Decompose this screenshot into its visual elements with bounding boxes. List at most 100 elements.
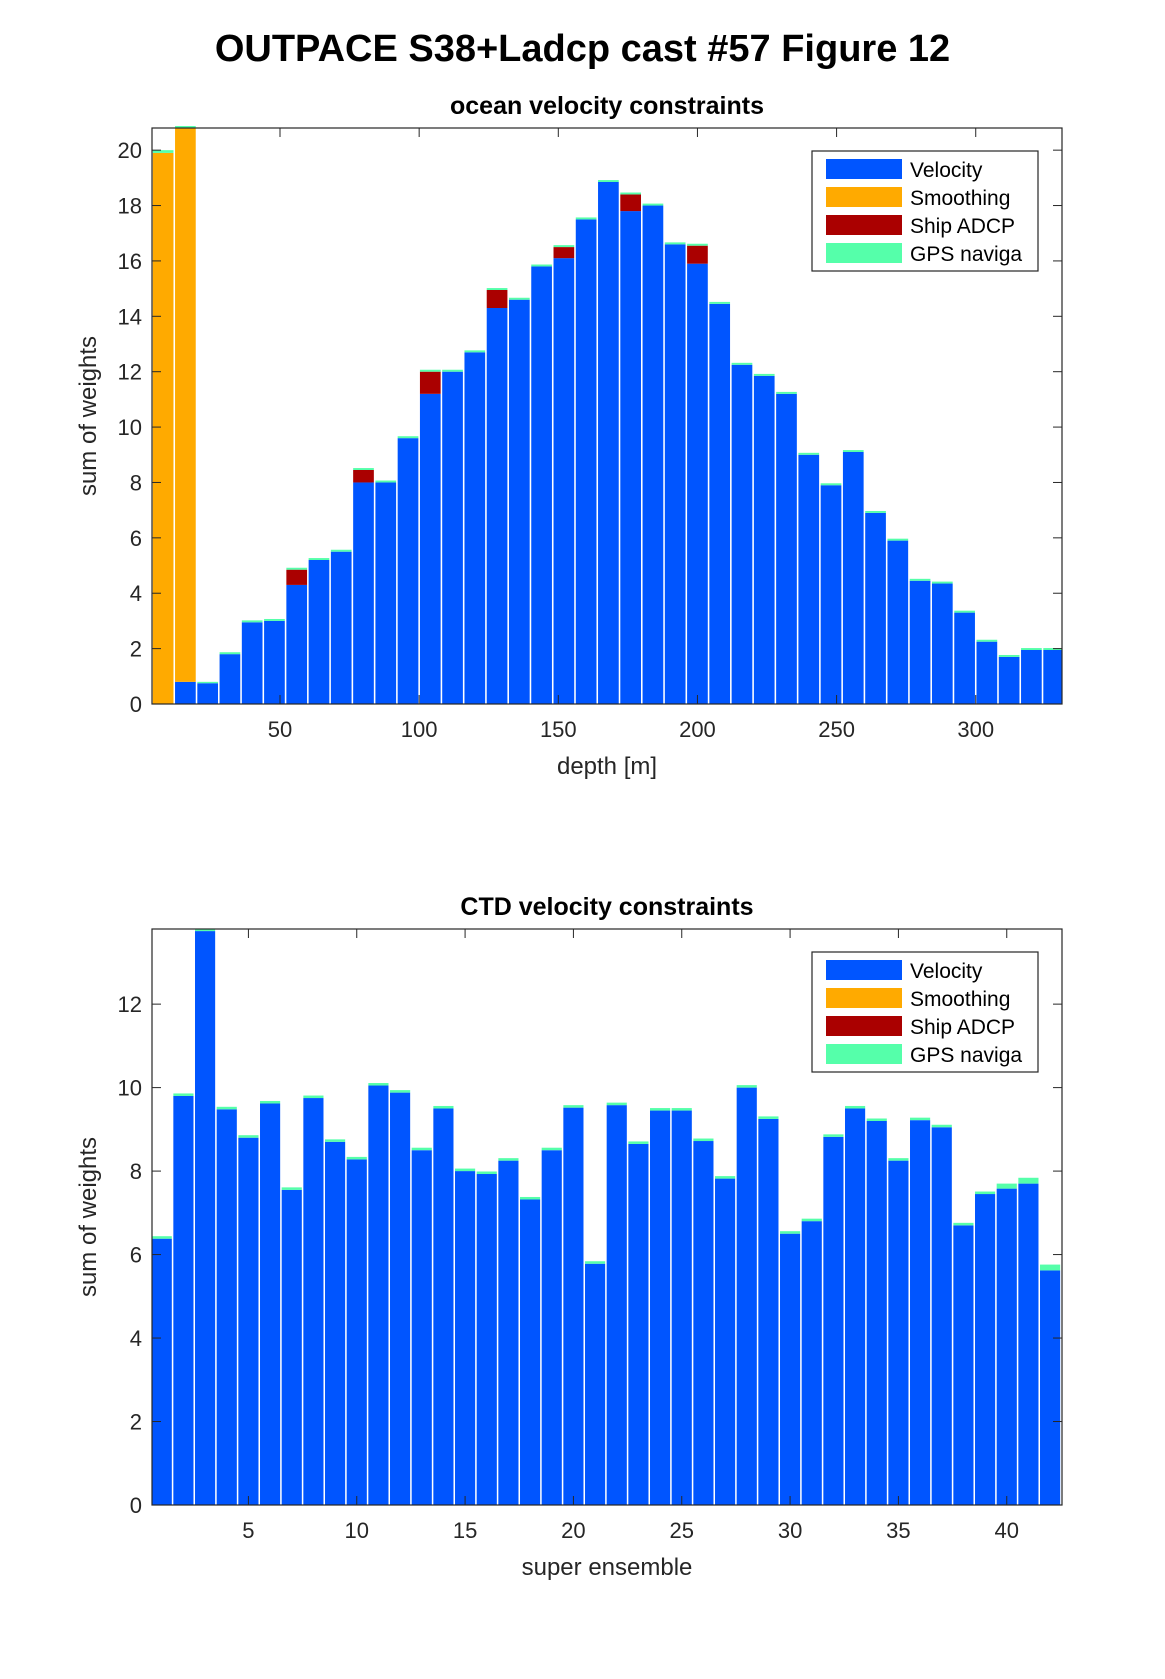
chart0-x-tick-label: 300 <box>957 717 994 742</box>
legend-label-gps-naviga: GPS naviga <box>910 1044 1022 1067</box>
bar-velocity-17 <box>498 1160 519 1505</box>
bar-gps-naviga-1 <box>152 150 174 153</box>
bar-velocity-40 <box>1021 650 1042 704</box>
legend-swatch-velocity <box>826 960 902 980</box>
bar-gps-naviga-37 <box>954 610 975 613</box>
bar-gps-naviga-22 <box>620 192 641 195</box>
bar-velocity-6 <box>260 1103 281 1505</box>
bar-velocity-15 <box>455 1171 476 1505</box>
chart0-x-tick-label: 250 <box>818 717 855 742</box>
bar-gps-naviga-7 <box>281 1187 302 1190</box>
bar-gps-naviga-18 <box>531 264 552 267</box>
bar-gps-naviga-35 <box>909 578 931 581</box>
bar-velocity-4 <box>216 1109 237 1505</box>
bar-gps-naviga-11 <box>375 480 397 483</box>
chart1-x-tick-label: 40 <box>995 1518 1019 1543</box>
chart1-x-tick-label: 15 <box>453 1518 477 1543</box>
bar-velocity-28 <box>736 1087 757 1505</box>
legend-label-smoothing: Smoothing <box>910 988 1010 1011</box>
bar-velocity-14 <box>433 1108 454 1505</box>
bar-velocity-2 <box>173 1095 194 1505</box>
bar-gps-naviga-18 <box>520 1196 541 1200</box>
chart0-y-tick-label: 20 <box>118 138 142 163</box>
chart1-x-tick-label: 30 <box>778 1518 802 1543</box>
bar-gps-naviga-31 <box>820 483 842 486</box>
bar-velocity-19 <box>541 1150 562 1505</box>
bar-smoothing-2 <box>175 128 196 682</box>
bar-gps-naviga-39 <box>975 1191 996 1195</box>
legend-label-velocity: Velocity <box>910 960 983 983</box>
bar-velocity-23 <box>628 1143 649 1505</box>
bar-velocity-27 <box>715 1178 736 1505</box>
chart1-y-tick-label: 0 <box>130 1493 142 1518</box>
bar-velocity-24 <box>664 244 686 704</box>
bar-velocity-32 <box>823 1136 844 1505</box>
ocean-velocity-chart: 50 100 150 200 250 300 0 2 4 6 8 10 12 14 16 18 20 ocean … <box>75 92 1063 780</box>
bar-gps-naviga-22 <box>606 1102 627 1106</box>
bar-gps-naviga-23 <box>628 1141 649 1144</box>
bar-gps-naviga-38 <box>976 639 998 642</box>
bar-velocity-20 <box>563 1107 584 1505</box>
chart0-y-tick-label: 10 <box>118 415 142 440</box>
chart1-y-tick-label: 8 <box>130 1159 142 1184</box>
bar-velocity-37 <box>931 1127 952 1505</box>
bar-gps-naviga-9 <box>325 1139 346 1142</box>
bar-ship-adcp-19 <box>553 247 575 259</box>
bar-velocity-9 <box>330 551 352 704</box>
bar-gps-naviga-33 <box>865 510 886 513</box>
bar-gps-naviga-3 <box>197 681 219 684</box>
bar-gps-naviga-15 <box>455 1168 476 1172</box>
chart0-x-tick-label: 200 <box>679 717 716 742</box>
bar-velocity-37 <box>954 612 975 704</box>
bar-velocity-10 <box>346 1159 367 1505</box>
bar-velocity-25 <box>687 263 708 704</box>
bar-velocity-13 <box>419 393 441 704</box>
bar-gps-naviga-17 <box>498 1158 519 1161</box>
chart0-y-tick-label: 12 <box>118 360 142 385</box>
bar-velocity-26 <box>709 303 731 704</box>
bar-gps-naviga-13 <box>419 369 441 372</box>
bar-gps-naviga-27 <box>715 1176 736 1179</box>
bar-velocity-35 <box>909 580 931 704</box>
chart0-y-tick-label: 8 <box>130 470 142 495</box>
legend-label-ship-adcp: Ship ADCP <box>910 1016 1015 1039</box>
bar-gps-naviga-10 <box>346 1156 367 1160</box>
bar-velocity-29 <box>758 1118 779 1505</box>
chart0-bars <box>152 126 1062 705</box>
chart1-x-tick-label: 25 <box>670 1518 694 1543</box>
bar-velocity-15 <box>464 352 486 704</box>
bar-gps-naviga-26 <box>709 301 731 304</box>
bar-gps-naviga-30 <box>798 452 820 455</box>
bar-velocity-5 <box>241 622 263 704</box>
legend-swatch-gps-naviga <box>826 1044 902 1064</box>
bar-gps-naviga-32 <box>823 1134 844 1137</box>
bar-gps-naviga-8 <box>308 558 330 560</box>
chart1-bars <box>152 928 1061 1505</box>
bar-gps-naviga-10 <box>353 468 374 470</box>
bar-gps-naviga-20 <box>575 217 597 220</box>
bar-velocity-29 <box>776 393 797 704</box>
bar-velocity-8 <box>308 560 330 704</box>
bar-gps-naviga-33 <box>845 1105 866 1109</box>
bar-velocity-11 <box>368 1085 389 1505</box>
bar-gps-naviga-4 <box>216 1106 237 1110</box>
bar-gps-naviga-31 <box>801 1218 822 1222</box>
bar-gps-naviga-34 <box>866 1118 887 1121</box>
bar-velocity-7 <box>281 1189 302 1505</box>
bar-velocity-30 <box>798 454 820 704</box>
bar-gps-naviga-19 <box>541 1147 562 1151</box>
bar-gps-naviga-29 <box>776 391 797 394</box>
chart1-axes-box <box>151 928 1063 1506</box>
bar-gps-naviga-8 <box>303 1095 324 1099</box>
bar-velocity-11 <box>375 482 397 704</box>
chart0-y-tick-label: 0 <box>130 692 142 717</box>
chart0-y-tick-label: 16 <box>118 249 142 274</box>
chart1-title: CTD velocity constraints <box>460 893 753 921</box>
bar-gps-naviga-24 <box>650 1108 671 1111</box>
bar-gps-naviga-34 <box>887 538 909 541</box>
chart1-x-tick-label: 5 <box>242 1518 254 1543</box>
bar-velocity-20 <box>575 219 597 704</box>
bar-gps-naviga-14 <box>433 1105 454 1109</box>
chart1-y-axis-label: sum of weights <box>75 1137 102 1297</box>
